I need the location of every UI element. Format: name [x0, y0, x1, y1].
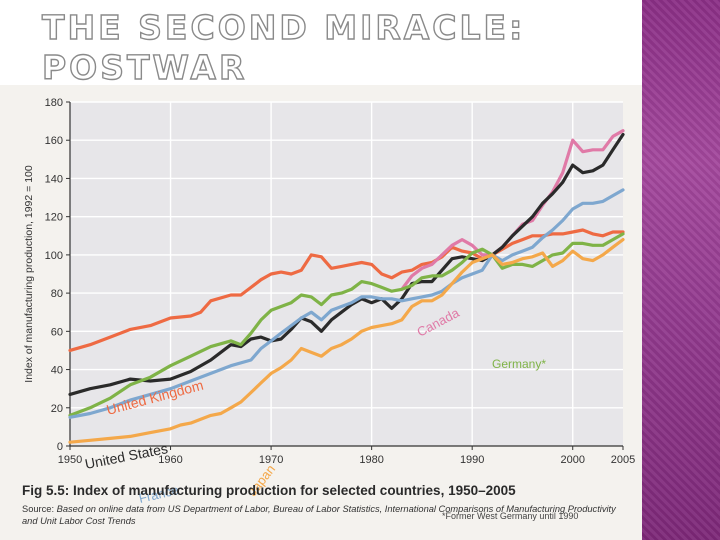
xtick-label-1970: 1970	[259, 454, 283, 466]
gridlines	[70, 101, 623, 446]
ytick-label-160: 160	[45, 135, 63, 147]
series-line-us	[68, 132, 625, 396]
series-line-france	[68, 188, 625, 419]
figure-panel: 0 20 40 60 80 100 120 140 160 180 1950 1960 1970 1980…	[0, 85, 642, 540]
axes: 0 20 40 60 80 100 120 140 160 180 1950 1960 1970 1980…	[23, 97, 635, 466]
xtick-label-2000: 2000	[560, 454, 584, 466]
ytick-label-60: 60	[51, 326, 63, 338]
xtick-label-1990: 1990	[460, 454, 484, 466]
caption-label: Fig 5.5:	[22, 483, 70, 498]
ytick-label-0: 0	[57, 441, 63, 453]
source-lead: Source:	[22, 504, 55, 514]
xtick-label-2005: 2005	[611, 454, 635, 466]
series-lines	[68, 129, 625, 444]
caption-text: Index of manufacturing production for se…	[73, 483, 516, 498]
ytick-label-180: 180	[45, 97, 63, 109]
xtick-label-1980: 1980	[359, 454, 383, 466]
source-text: Based on online data from US Department …	[22, 504, 616, 526]
chart: 0 20 40 60 80 100 120 140 160 180 1950 1960 1970 1980…	[23, 97, 635, 521]
decorative-sidebar	[642, 0, 720, 540]
chart-footnote: *Former West Germany until 1990	[442, 511, 578, 521]
ytick-label-40: 40	[51, 365, 63, 377]
figure-source: Source: Based on online data from US Dep…	[22, 503, 622, 527]
ytick-label-120: 120	[45, 212, 63, 224]
ytick-label-80: 80	[51, 288, 63, 300]
y-axis-label: Index of manufacturing production, 1992 …	[23, 165, 35, 383]
ytick-label-140: 140	[45, 173, 63, 185]
ytick-label-20: 20	[51, 403, 63, 415]
series-line-japan	[68, 238, 625, 444]
ytick-label-100: 100	[45, 250, 63, 262]
plot-area	[70, 102, 623, 446]
xtick-label-1960: 1960	[158, 454, 182, 466]
series-label-germany: Germany*	[492, 357, 546, 371]
figure-caption: Fig 5.5: Index of manufacturing producti…	[22, 483, 516, 498]
xtick-label-1950: 1950	[58, 454, 82, 466]
series-line-germany	[68, 232, 625, 417]
